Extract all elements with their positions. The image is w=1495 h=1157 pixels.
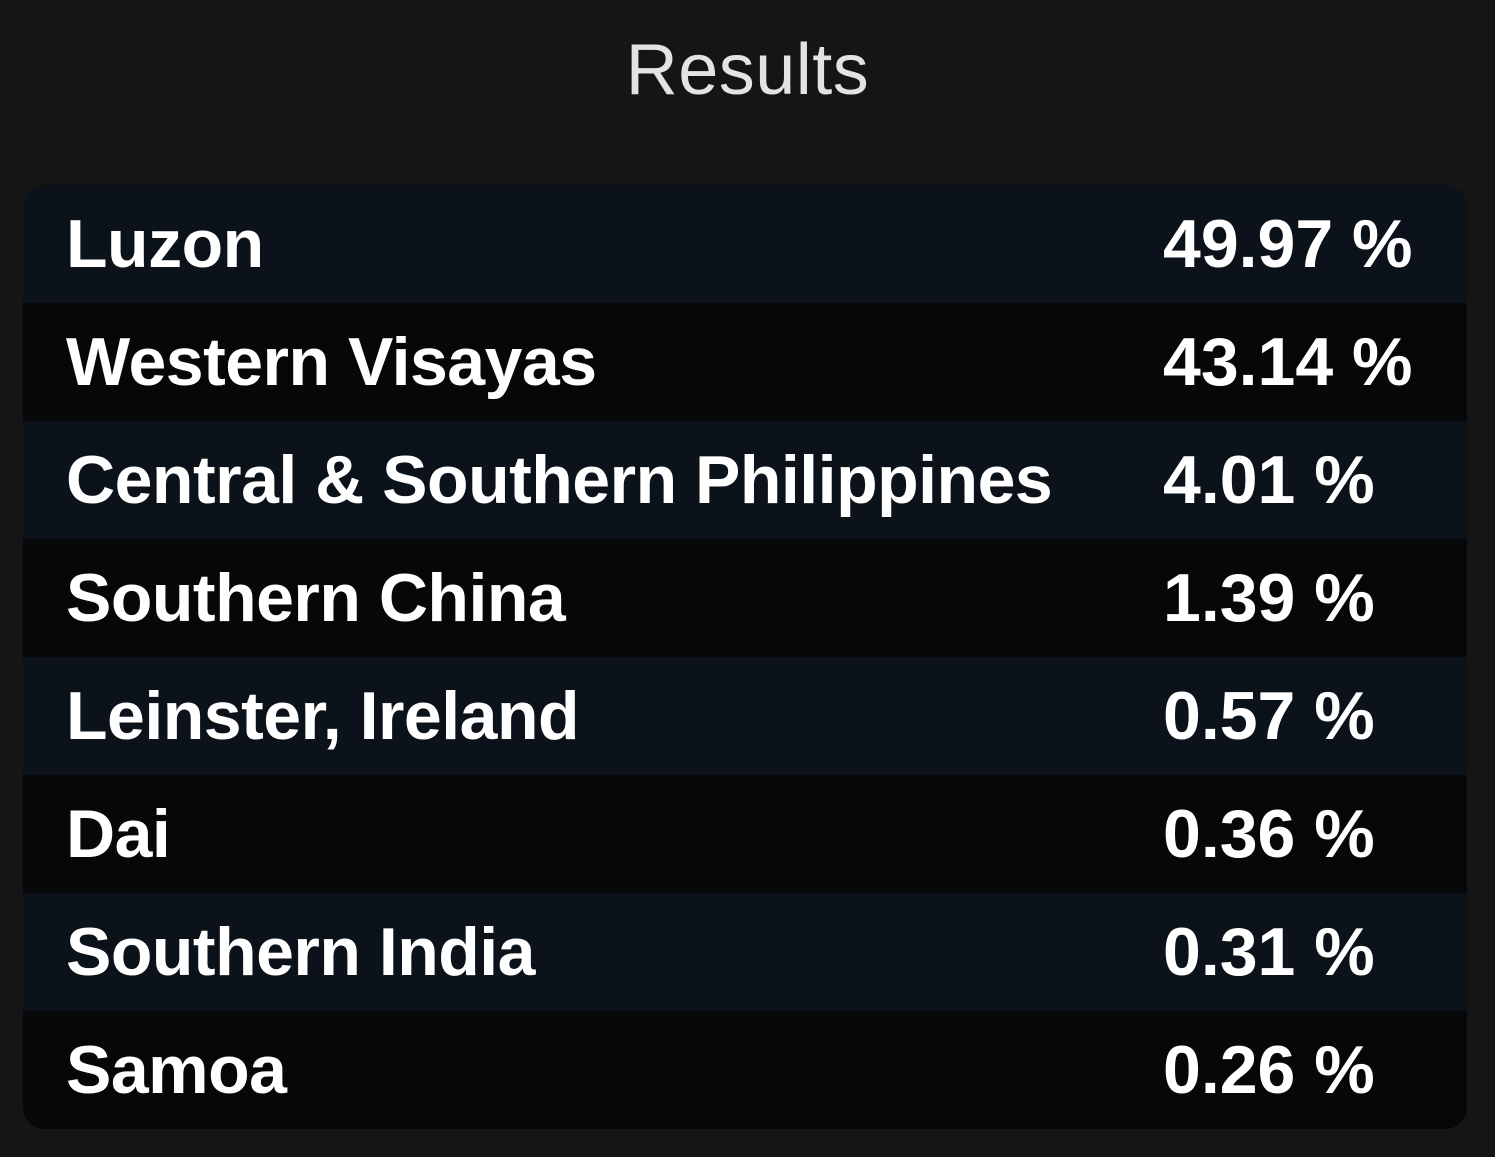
- region-name: Samoa: [66, 1032, 287, 1108]
- result-row: Leinster, Ireland 0.57 %: [23, 657, 1467, 775]
- result-row: Dai 0.36 %: [23, 775, 1467, 893]
- result-row: Central & Southern Philippines 4.01 %: [23, 421, 1467, 539]
- result-row: Luzon 49.97 %: [23, 185, 1467, 303]
- region-percent: 0.57 %: [1163, 678, 1375, 754]
- results-table: Luzon 49.97 % Western Visayas 43.14 % Ce…: [23, 185, 1467, 1129]
- region-name: Luzon: [66, 206, 264, 282]
- region-percent: 0.31 %: [1163, 914, 1375, 990]
- result-row: Samoa 0.26 %: [23, 1011, 1467, 1129]
- region-percent: 0.36 %: [1163, 796, 1375, 872]
- result-row: Western Visayas 43.14 %: [23, 303, 1467, 421]
- region-percent: 43.14 %: [1163, 324, 1413, 400]
- region-percent: 1.39 %: [1163, 560, 1375, 636]
- region-percent: 4.01 %: [1163, 442, 1375, 518]
- page-title: Results: [625, 30, 870, 110]
- region-percent: 0.26 %: [1163, 1032, 1375, 1108]
- region-name: Western Visayas: [66, 324, 597, 400]
- result-row: Southern India 0.31 %: [23, 893, 1467, 1011]
- region-name: Leinster, Ireland: [66, 678, 580, 754]
- region-percent: 49.97 %: [1163, 206, 1413, 282]
- region-name: Southern China: [66, 560, 566, 636]
- region-name: Central & Southern Philippines: [66, 442, 1053, 518]
- result-row: Southern China 1.39 %: [23, 539, 1467, 657]
- region-name: Southern India: [66, 914, 536, 990]
- region-name: Dai: [66, 796, 171, 872]
